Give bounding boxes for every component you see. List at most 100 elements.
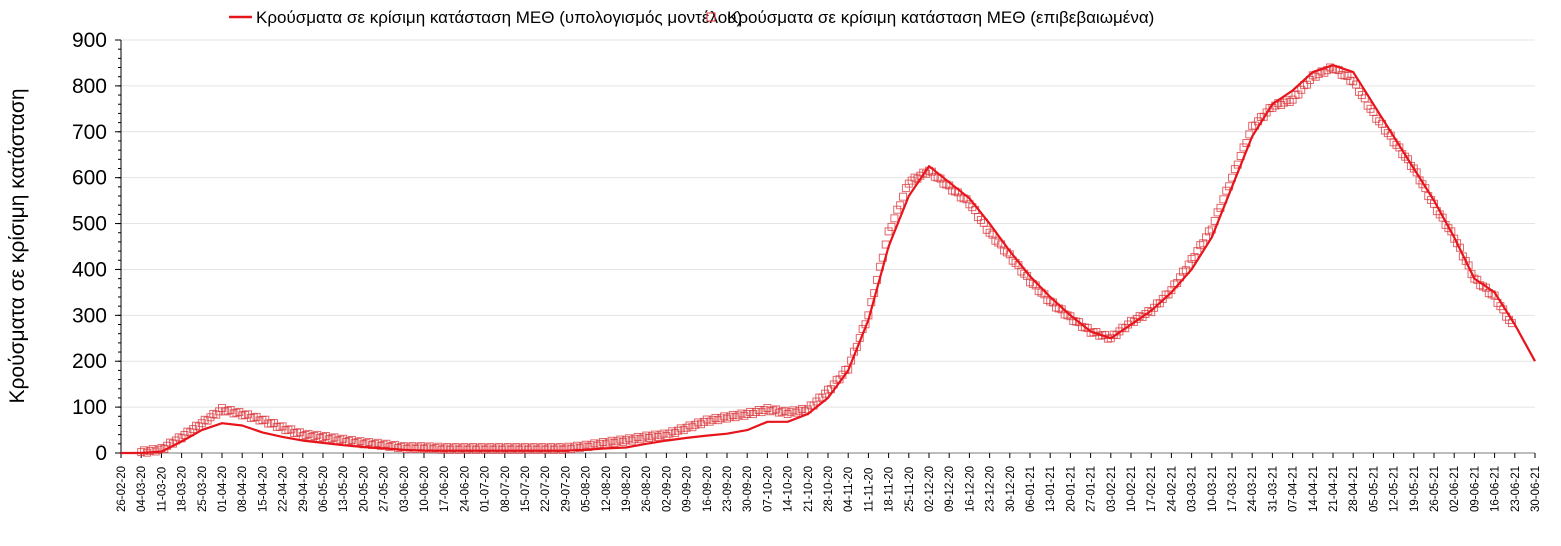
observed-point	[518, 444, 527, 453]
x-tick-label: 30-12-20	[1005, 466, 1017, 512]
x-tick-label: 10-06-20	[419, 466, 431, 512]
x-tick-label: 22-04-20	[278, 466, 290, 512]
observed-point	[1181, 266, 1190, 275]
observed-point	[748, 410, 757, 419]
observed-point	[192, 421, 201, 430]
observed-point	[956, 193, 965, 202]
observed-point	[939, 179, 948, 188]
observed-point	[974, 213, 983, 222]
x-tick-label: 19-05-21	[1409, 466, 1421, 512]
observed-point	[1288, 95, 1297, 104]
observed-point	[673, 426, 682, 435]
observed-point	[1202, 233, 1211, 242]
x-tick-label: 17-02-21	[1146, 466, 1158, 512]
observed-point	[1187, 254, 1196, 263]
observed-point	[786, 408, 795, 417]
x-tick-label: 06-05-20	[318, 466, 330, 512]
observed-point	[901, 184, 910, 193]
observed-point	[183, 427, 192, 436]
observed-point	[500, 444, 509, 453]
x-tick-label: 03-02-21	[1106, 466, 1118, 512]
observed-point	[751, 408, 760, 417]
observed-point	[754, 405, 763, 414]
observed-point	[616, 435, 625, 444]
observed-point	[1340, 71, 1349, 80]
observed-point	[1320, 68, 1329, 77]
x-tick-label: 23-12-20	[985, 466, 997, 512]
observed-point	[711, 413, 720, 422]
observed-point	[526, 444, 535, 453]
observed-point	[581, 440, 590, 449]
observed-point	[336, 435, 345, 444]
x-tick-label: 20-05-20	[358, 466, 370, 512]
observed-point	[1372, 114, 1381, 123]
observed-point	[535, 444, 544, 453]
x-tick-label: 07-04-21	[1288, 466, 1300, 512]
observed-point	[544, 444, 553, 453]
observed-point	[988, 230, 997, 239]
observed-point	[708, 415, 717, 424]
x-tick-label: 16-12-20	[964, 466, 976, 512]
observed-point	[1262, 108, 1271, 117]
observed-point	[676, 424, 685, 433]
observed-point	[948, 186, 957, 195]
x-tick-label: 01-07-20	[480, 466, 492, 512]
observed-point	[1075, 318, 1084, 327]
observed-point	[1083, 324, 1092, 333]
observed-point	[466, 444, 475, 453]
x-tick-label: 11-03-20	[156, 467, 168, 512]
observed-point	[659, 429, 668, 438]
x-tick-label: 27-05-20	[379, 466, 391, 512]
x-tick-label: 14-10-20	[783, 466, 795, 512]
observed-point	[590, 439, 599, 448]
observed-point	[717, 414, 726, 423]
observed-point	[887, 222, 896, 231]
observed-point	[766, 407, 775, 416]
observed-point	[734, 411, 743, 420]
x-tick-label: 09-09-20	[682, 466, 694, 512]
observed-point	[604, 438, 613, 447]
observed-point	[743, 409, 752, 418]
x-tick-label: 02-09-20	[661, 466, 673, 512]
observed-point	[246, 413, 255, 422]
x-tick-label: 24-02-21	[1166, 466, 1178, 512]
x-tick-label: 21-04-21	[1328, 466, 1340, 512]
observed-point	[650, 430, 659, 439]
observed-point	[1343, 71, 1352, 80]
y-tick-label: 900	[72, 29, 107, 52]
observed-point	[154, 445, 163, 454]
observed-point	[1279, 98, 1288, 107]
observed-point	[688, 423, 697, 432]
observed-point	[985, 228, 994, 237]
observed-point	[1204, 227, 1213, 236]
x-tick-label: 24-03-21	[1247, 466, 1259, 512]
observed-point	[428, 445, 437, 454]
observed-point	[607, 436, 616, 445]
observed-series	[137, 63, 1516, 457]
observed-point	[682, 423, 691, 432]
observed-point	[1259, 112, 1268, 121]
observed-point	[509, 444, 518, 453]
observed-point	[310, 431, 319, 440]
x-tick-label: 05-05-21	[1368, 466, 1380, 512]
observed-point	[1051, 303, 1060, 312]
observed-point	[1043, 295, 1052, 304]
x-tick-label: 28-04-21	[1348, 466, 1360, 512]
observed-point	[1297, 85, 1306, 94]
observed-point	[789, 406, 798, 415]
x-tick-label: 23-06-21	[1510, 466, 1522, 512]
observed-point	[596, 439, 605, 448]
observed-point	[720, 412, 729, 421]
x-tick-label: 10-02-21	[1126, 466, 1138, 512]
observed-point	[385, 442, 394, 451]
legend-label-observed: Κρούσματα σε κρίσιμη κατάσταση ΜΕΘ (επιβ…	[727, 8, 1154, 27]
observed-point	[411, 444, 420, 453]
observed-point	[420, 444, 428, 453]
observed-point	[1300, 81, 1309, 90]
x-tick-label: 03-06-20	[399, 466, 411, 512]
x-tick-label: 08-04-20	[237, 466, 249, 512]
observed-point	[598, 437, 607, 446]
x-tick-label: 25-03-20	[197, 466, 209, 512]
x-tick-label: 18-11-20	[884, 467, 896, 512]
observed-point	[622, 436, 630, 445]
